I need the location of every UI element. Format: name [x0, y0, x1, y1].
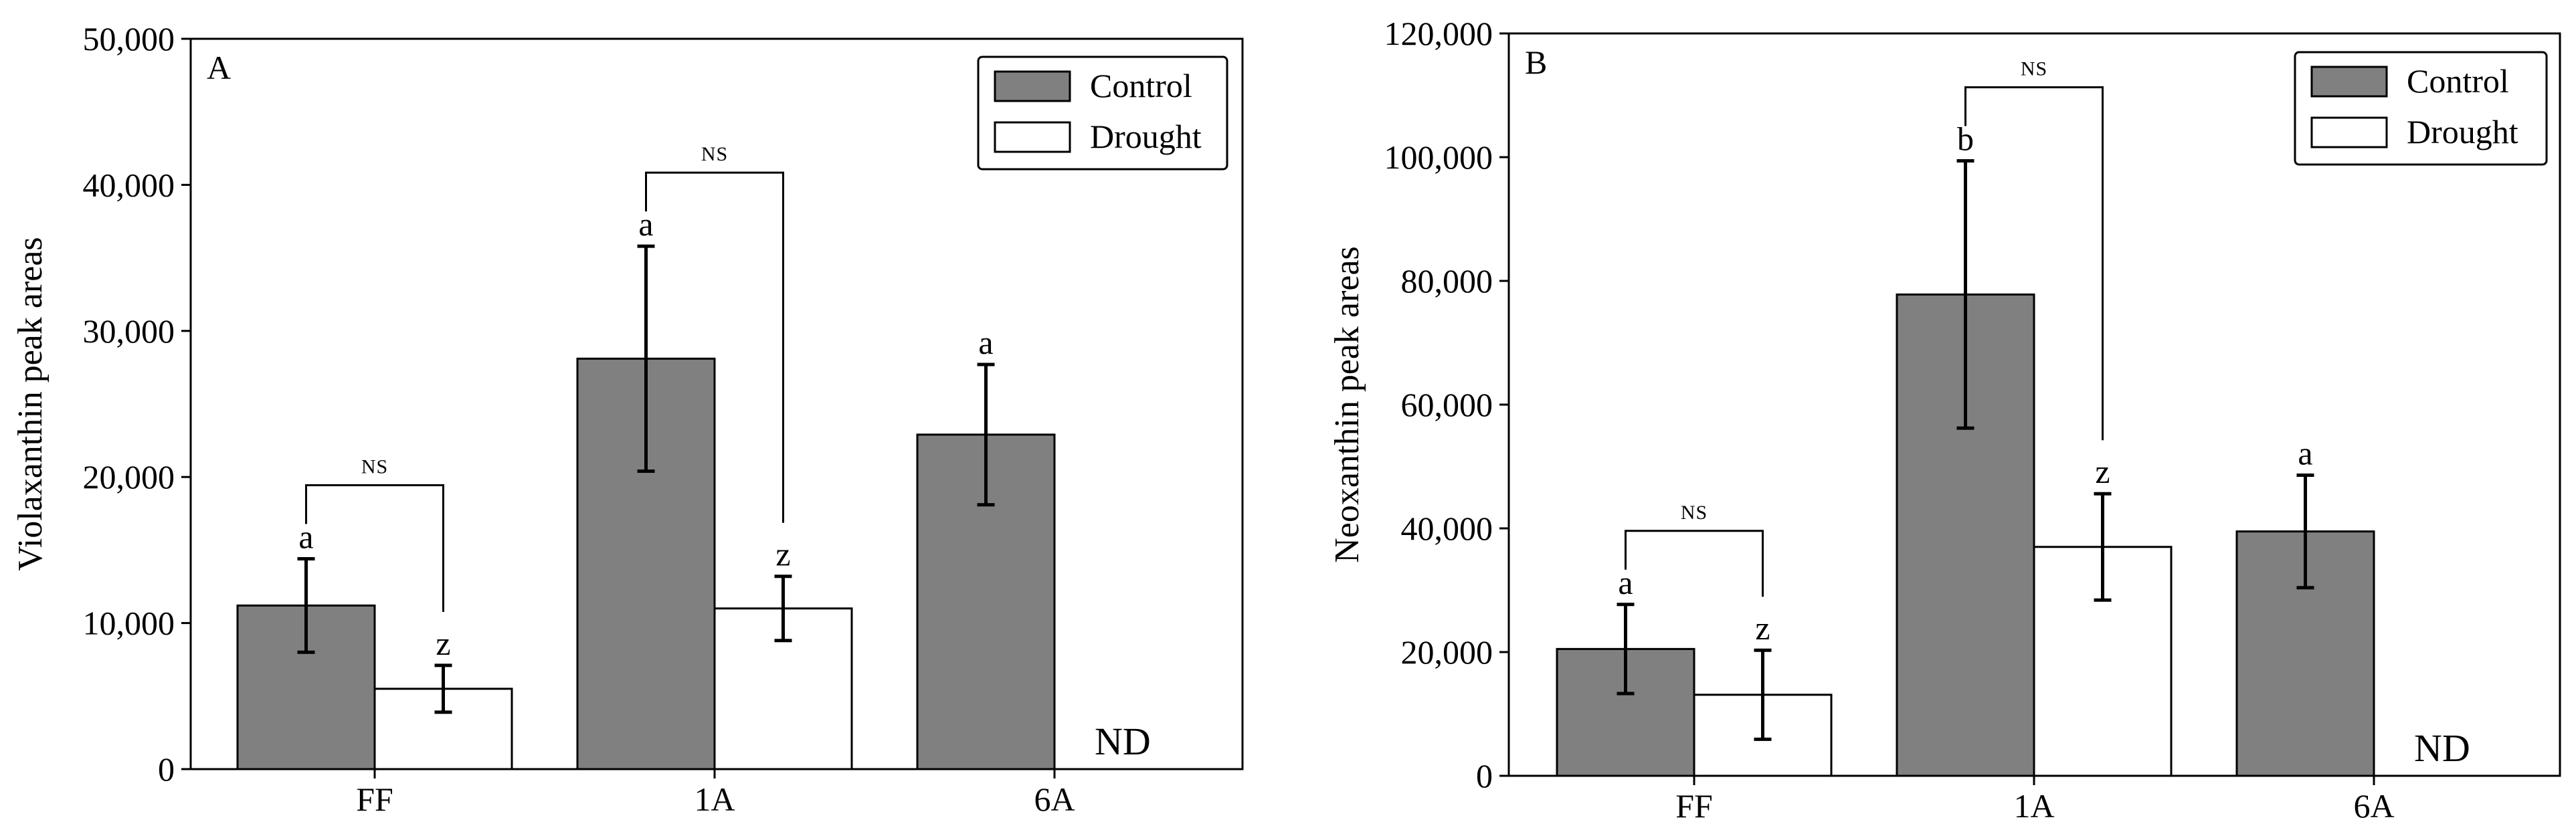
significance-letter: a [2298, 434, 2312, 472]
x-tick-label: FF [356, 780, 393, 818]
y-tick-label: 50,000 [83, 20, 175, 58]
significance-letter: a [638, 205, 653, 243]
significance-letter: a [1618, 564, 1633, 601]
y-axis-title: Neoxanthin peak areas [1328, 246, 1366, 563]
significance-letter: z [775, 536, 790, 573]
y-tick-label: 80,000 [1401, 262, 1493, 300]
ns-bracket [305, 484, 444, 612]
legend-swatch-drought [2310, 116, 2388, 148]
y-tick-label: 20,000 [1401, 633, 1493, 671]
y-tick-label: 100,000 [1384, 138, 1493, 176]
x-tick-label: 1A [2013, 787, 2054, 825]
x-tick-label: 6A [2353, 787, 2394, 825]
legend-label-control: Control [1090, 67, 1192, 104]
panel-label: B [1525, 43, 1547, 81]
panel-label: A [207, 49, 231, 86]
panel-B: a z NS FF b z NS 1A a ND 6A 0 20,000 40,000 60,000 80,0… [1328, 15, 2561, 825]
significance-letter: a [978, 324, 993, 361]
legend-label-drought: Drought [2407, 113, 2518, 150]
ns-bracket [1964, 86, 2104, 441]
panel-A: a z NS FF a z NS 1A a ND 6A 0 10,000 20,000 30,000 40,0… [11, 20, 1244, 818]
legend-label-drought: Drought [1090, 118, 1202, 155]
y-tick-label: 20,000 [83, 458, 175, 496]
ns-label: NS [2021, 58, 2047, 80]
y-tick-label: 30,000 [83, 312, 175, 350]
plot-frame [189, 37, 1244, 770]
y-tick-label: 0 [1476, 757, 1493, 795]
y-tick-label: 60,000 [1401, 386, 1493, 423]
x-tick-label: 1A [694, 780, 735, 818]
significance-letter: z [436, 625, 450, 662]
significance-letter: z [1755, 609, 1770, 647]
y-tick-label: 40,000 [1401, 510, 1493, 547]
x-tick-label: 6A [1034, 780, 1075, 818]
significance-letter: z [2095, 453, 2110, 490]
ns-label: NS [701, 143, 728, 165]
nd-label: ND [2414, 726, 2470, 770]
y-axis-title: Violaxanthin peak areas [11, 237, 50, 570]
nd-label: ND [1095, 720, 1151, 763]
y-tick-label: 10,000 [83, 605, 175, 642]
ns-bracket [1625, 530, 1764, 597]
significance-letter: a [298, 518, 313, 556]
ns-label: NS [1681, 502, 1708, 524]
x-tick-label: FF [1675, 787, 1713, 825]
ns-bracket [645, 171, 784, 523]
legend-label-control: Control [2407, 62, 2509, 100]
legend-swatch-control [2310, 66, 2388, 98]
y-tick-label: 0 [158, 750, 175, 788]
y-tick-label: 120,000 [1384, 15, 1493, 52]
y-tick-label: 40,000 [83, 166, 175, 203]
ns-label: NS [361, 456, 388, 478]
significance-letter: b [1957, 120, 1974, 158]
legend-swatch-control [994, 70, 1071, 102]
legend-swatch-drought [994, 121, 1071, 153]
